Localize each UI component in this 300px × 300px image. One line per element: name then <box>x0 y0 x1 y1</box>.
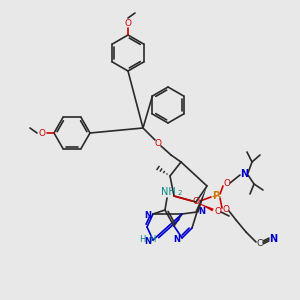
Text: NH: NH <box>160 187 175 197</box>
Text: O: O <box>223 206 230 214</box>
Polygon shape <box>196 202 214 211</box>
Text: H: H <box>139 235 145 244</box>
Polygon shape <box>195 186 207 213</box>
Text: 2: 2 <box>178 190 182 196</box>
Text: N: N <box>240 169 248 179</box>
Text: O: O <box>154 139 161 148</box>
Text: N: N <box>145 211 152 220</box>
Text: O: O <box>193 196 200 206</box>
Text: O: O <box>38 128 46 137</box>
Text: C: C <box>257 238 263 247</box>
Text: N: N <box>145 238 152 247</box>
Text: O: O <box>224 179 230 188</box>
Text: O: O <box>214 206 221 215</box>
Text: P: P <box>212 191 220 201</box>
Text: N: N <box>269 234 277 244</box>
Text: N: N <box>199 206 206 215</box>
Text: H: H <box>149 235 155 244</box>
Text: O: O <box>124 19 131 28</box>
Text: N: N <box>173 236 181 244</box>
